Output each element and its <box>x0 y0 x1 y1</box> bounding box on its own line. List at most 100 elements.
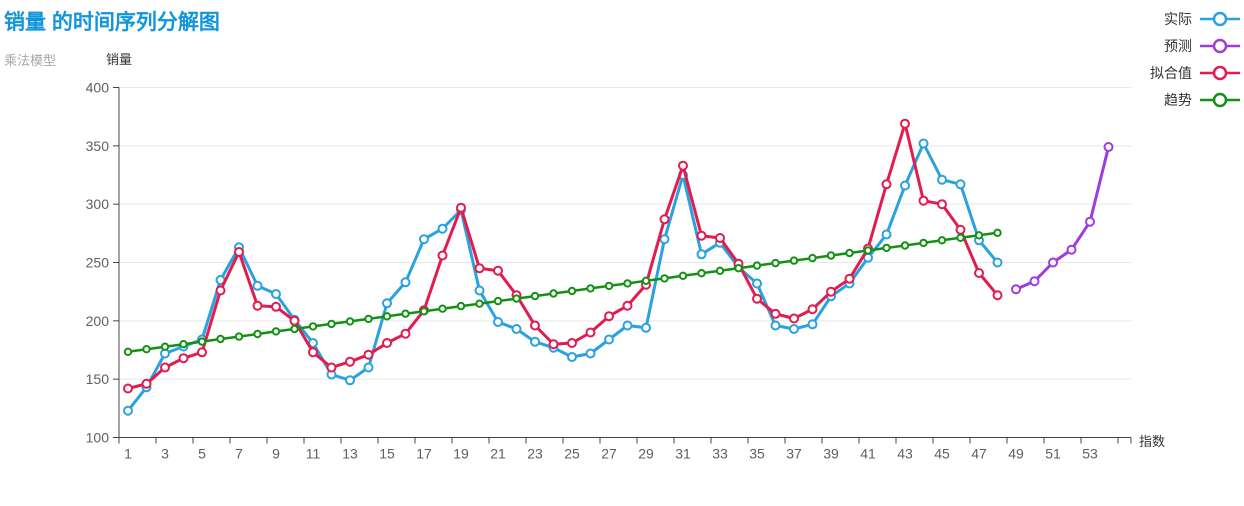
data-point[interactable] <box>493 265 503 276</box>
data-point[interactable] <box>807 304 818 315</box>
data-point[interactable] <box>197 347 207 358</box>
data-point[interactable] <box>1048 257 1058 268</box>
data-point[interactable] <box>123 405 133 416</box>
data-point[interactable] <box>918 195 929 206</box>
data-point[interactable] <box>974 268 984 278</box>
data-point[interactable] <box>844 273 855 284</box>
data-point[interactable] <box>549 289 558 298</box>
data-point[interactable] <box>216 334 225 344</box>
data-point[interactable] <box>512 294 521 303</box>
data-point[interactable] <box>900 180 910 191</box>
legend-item-fitted[interactable]: 拟合值 <box>1150 64 1240 82</box>
data-point[interactable] <box>400 277 411 288</box>
data-point[interactable] <box>956 233 965 243</box>
data-point[interactable] <box>456 301 466 311</box>
data-point[interactable] <box>437 250 448 261</box>
data-point[interactable] <box>178 353 189 364</box>
data-point[interactable] <box>789 324 799 334</box>
data-point[interactable] <box>363 362 374 373</box>
data-point[interactable] <box>826 251 836 260</box>
data-point[interactable] <box>123 383 133 394</box>
data-point[interactable] <box>327 319 336 329</box>
data-point[interactable] <box>345 317 355 326</box>
data-point[interactable] <box>252 300 263 311</box>
data-point[interactable] <box>252 280 263 291</box>
data-point[interactable] <box>530 320 540 331</box>
data-point[interactable] <box>141 378 152 389</box>
data-point[interactable] <box>678 271 688 280</box>
data-point[interactable] <box>955 224 966 235</box>
data-point[interactable] <box>437 223 448 234</box>
data-point[interactable] <box>271 289 281 299</box>
data-point[interactable] <box>863 246 873 255</box>
data-point[interactable] <box>715 233 725 243</box>
data-point[interactable] <box>530 336 540 347</box>
data-point[interactable] <box>1103 142 1114 152</box>
data-point[interactable] <box>123 347 133 356</box>
data-point[interactable] <box>881 229 892 240</box>
data-point[interactable] <box>345 356 355 367</box>
data-point[interactable] <box>493 296 503 306</box>
data-point[interactable] <box>789 256 799 265</box>
data-point[interactable] <box>585 327 596 338</box>
legend-item-actual[interactable]: 实际 <box>1164 10 1240 28</box>
data-point[interactable] <box>918 138 929 149</box>
data-point[interactable] <box>586 284 595 293</box>
data-point[interactable] <box>955 179 966 190</box>
data-point[interactable] <box>1029 276 1040 287</box>
data-point[interactable] <box>382 312 392 321</box>
data-point[interactable] <box>937 199 947 210</box>
data-point[interactable] <box>290 324 299 334</box>
data-point[interactable] <box>882 243 891 253</box>
data-point[interactable] <box>289 315 300 326</box>
data-point[interactable] <box>659 234 670 245</box>
data-point[interactable] <box>807 319 818 330</box>
data-point[interactable] <box>919 238 928 248</box>
data-point[interactable] <box>474 285 485 296</box>
data-point[interactable] <box>548 339 559 350</box>
data-point[interactable] <box>271 327 281 336</box>
data-point[interactable] <box>641 322 651 333</box>
data-point[interactable] <box>826 286 836 297</box>
data-point[interactable] <box>160 342 170 351</box>
data-point[interactable] <box>419 234 429 245</box>
data-point[interactable] <box>937 236 947 245</box>
data-point[interactable] <box>770 320 781 331</box>
data-point[interactable] <box>253 329 262 339</box>
data-point[interactable] <box>752 261 762 270</box>
data-point[interactable] <box>845 248 854 258</box>
data-point[interactable] <box>326 362 337 373</box>
data-point[interactable] <box>308 347 318 358</box>
data-point[interactable] <box>937 174 947 185</box>
data-point[interactable] <box>363 349 374 360</box>
data-point[interactable] <box>456 202 466 213</box>
data-point[interactable] <box>604 281 614 291</box>
data-point[interactable] <box>604 311 614 322</box>
data-point[interactable] <box>992 290 1003 301</box>
data-point[interactable] <box>696 230 707 241</box>
data-point[interactable] <box>400 328 411 339</box>
data-point[interactable] <box>179 340 188 349</box>
data-point[interactable] <box>900 118 910 129</box>
data-point[interactable] <box>382 298 392 309</box>
data-point[interactable] <box>808 253 817 263</box>
data-point[interactable] <box>696 249 707 260</box>
data-point[interactable] <box>234 332 244 341</box>
legend-item-trend[interactable]: 趋势 <box>1164 91 1240 109</box>
data-point[interactable] <box>345 375 355 386</box>
data-point[interactable] <box>622 320 633 331</box>
data-point[interactable] <box>474 263 485 274</box>
data-point[interactable] <box>1011 284 1021 295</box>
data-point[interactable] <box>623 279 632 288</box>
data-point[interactable] <box>660 274 669 283</box>
data-point[interactable] <box>364 314 373 324</box>
legend-item-forecast[interactable]: 预测 <box>1164 37 1240 55</box>
data-point[interactable] <box>142 345 151 354</box>
data-point[interactable] <box>770 308 781 319</box>
data-point[interactable] <box>678 160 688 171</box>
data-point[interactable] <box>197 337 207 346</box>
data-point[interactable] <box>419 307 429 316</box>
data-point[interactable] <box>659 214 670 225</box>
data-point[interactable] <box>881 179 892 190</box>
